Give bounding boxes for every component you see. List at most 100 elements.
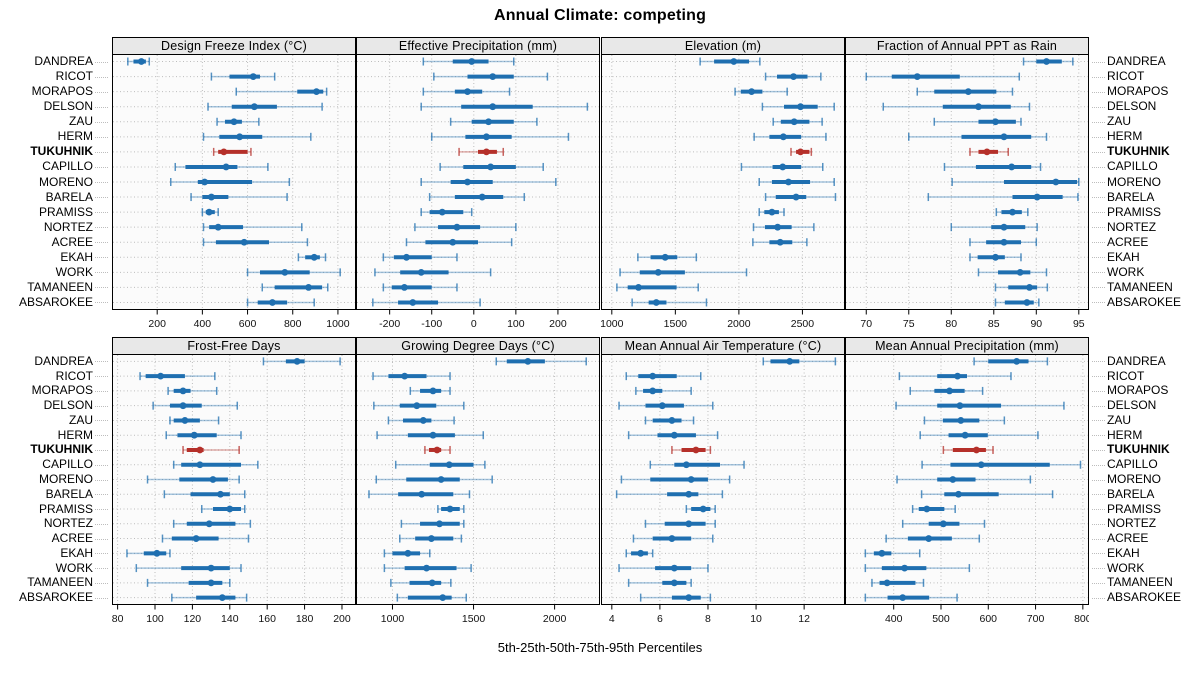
interval-nortez: [950, 223, 1038, 232]
x-tick-label: 1000: [601, 318, 624, 330]
interval-zau: [449, 117, 538, 126]
gridline-stub: [95, 494, 108, 496]
gridline-stub: [95, 61, 108, 63]
interval-nortez: [400, 519, 465, 528]
gridline-stub: [95, 376, 108, 378]
gridline-stub: [1092, 166, 1105, 168]
interval-ekah: [383, 549, 431, 558]
interval-ricot: [764, 72, 822, 81]
interval-work: [977, 268, 1048, 277]
interval-barela: [920, 490, 1054, 499]
panel-growing-degree-days: Growing Degree Days (°C) 1000 1500 2000: [356, 337, 600, 629]
interval-capillo: [439, 162, 544, 171]
panel-strip: Frost-Free Days: [112, 337, 356, 354]
site-label-absarokee: ABSAROKEE: [18, 294, 93, 309]
interval-pramiss: [911, 505, 956, 514]
interval-ekah: [382, 253, 458, 262]
interval-zau: [933, 117, 1022, 126]
interval-acree: [969, 238, 1038, 247]
site-label-ekah: EKAH: [1107, 249, 1140, 264]
interval-morapos: [422, 87, 511, 96]
gridline-stub: [95, 582, 108, 584]
interval-acree: [161, 534, 250, 543]
panel-border: [356, 354, 600, 605]
site-label-work: WORK: [55, 560, 93, 575]
gridline-stub: [95, 212, 108, 214]
interval-tamaneen: [146, 578, 231, 587]
gridline-stub: [1092, 538, 1105, 540]
gridline-stub: [1092, 272, 1105, 274]
interval-nortez: [414, 223, 517, 232]
gridline-stub: [95, 166, 108, 168]
gridline-stub: [1092, 597, 1105, 599]
gridline-stub: [95, 405, 108, 407]
site-label-moreno: MORENO: [1107, 174, 1161, 189]
interval-absarokee: [171, 593, 248, 602]
interval-moreno: [420, 178, 557, 186]
panel-design-freeze-index: Design Freeze Index (°C) 200 400 600 800 100…: [112, 37, 356, 334]
panel-border: [112, 354, 356, 605]
site-label-morapos: MORAPOS: [1107, 84, 1169, 99]
gridline-stub: [95, 197, 108, 199]
panel-strip-title: Elevation (m): [684, 39, 762, 53]
interval-herm: [908, 132, 1048, 141]
interval-herm: [202, 132, 312, 141]
site-label-moreno: MORENO: [39, 472, 93, 486]
axis-caption: 5th-25th-50th-75th-95th Percentiles: [497, 640, 703, 655]
interval-ricot: [433, 72, 549, 81]
interval-barela: [927, 193, 1079, 202]
site-label-ricot: RICOT: [1107, 69, 1145, 84]
gridline-stub: [1092, 494, 1105, 496]
panel-strip-title: Mean Annual Precipitation (mm): [875, 339, 1059, 353]
x-tick-label: 200: [148, 318, 166, 330]
gridline-stub: [95, 390, 108, 392]
gridline-stub: [1092, 227, 1105, 229]
interval-dandrea: [973, 357, 1049, 366]
interval-ricot: [625, 372, 702, 381]
x-tick-label: 2500: [791, 318, 815, 330]
interval-capillo: [174, 162, 269, 171]
site-label-ricot: RICOT: [55, 69, 93, 84]
gridline-stub: [95, 479, 108, 481]
site-label-pramiss: PRAMISS: [1107, 204, 1162, 219]
x-tick-label: 400: [194, 318, 212, 330]
site-label-barela: BARELA: [45, 189, 93, 204]
interval-tamaneen: [994, 283, 1049, 292]
interval-herm: [919, 431, 1039, 440]
x-tick-label: 700: [1027, 613, 1045, 625]
site-label-tamaneen: TAMANEEN: [27, 279, 93, 294]
gridline-stub: [1092, 464, 1105, 466]
x-tick-label: 80: [945, 318, 957, 330]
interval-tukuhnik: [458, 147, 504, 156]
interval-dandrea: [1022, 57, 1074, 66]
panel-strip: Fraction of Annual PPT as Rain: [845, 37, 1089, 54]
site-label-capillo: CAPILLO: [42, 457, 93, 472]
site-label-acree: ACREE: [51, 531, 93, 546]
panel-background: [112, 354, 356, 605]
site-label-moreno: MORENO: [39, 174, 93, 189]
interval-work: [246, 268, 341, 277]
interval-absarokee: [246, 298, 315, 307]
gridline-stub: [1092, 479, 1105, 481]
site-label-pramiss: PRAMISS: [38, 204, 93, 219]
panel-strip: Mean Annual Precipitation (mm): [845, 337, 1089, 354]
interval-dandrea: [699, 57, 761, 66]
gridline-stub: [95, 182, 108, 183]
interval-morapos: [635, 386, 692, 395]
interval-tamaneen: [261, 283, 329, 292]
chart-title: Annual Climate: competing: [493, 7, 707, 24]
site-label-work: WORK: [1107, 560, 1145, 575]
gridline-stub: [1092, 121, 1105, 123]
interval-acree: [405, 238, 513, 247]
panel-strip: Elevation (m): [601, 37, 845, 54]
interval-tamaneen: [871, 578, 925, 587]
x-tick-label: 800: [1074, 613, 1089, 625]
gridline-stub: [1092, 136, 1105, 138]
gridline-stub: [1092, 76, 1105, 78]
panel-plot: 400 500 600 700 800: [845, 354, 1089, 625]
interval-absarokee: [994, 298, 1040, 307]
site-label-pramiss: PRAMISS: [1107, 501, 1162, 516]
gridline-stub: [1092, 405, 1105, 407]
interval-dandrea: [262, 357, 341, 366]
